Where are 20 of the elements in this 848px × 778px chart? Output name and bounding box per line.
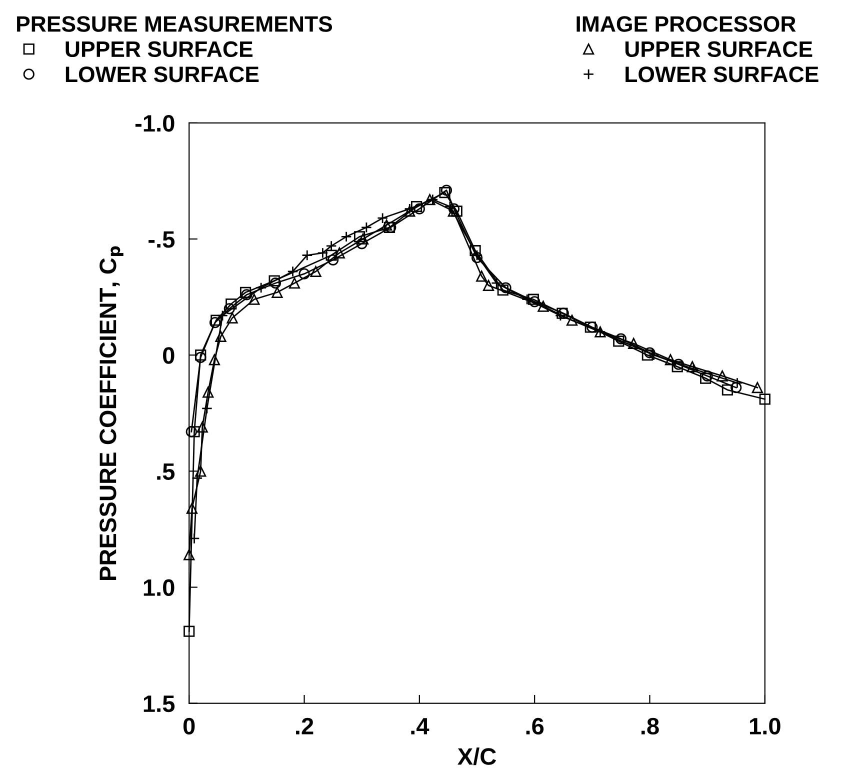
x-tick-label: 1.0 — [750, 718, 780, 735]
x-tick-label: .8 — [641, 718, 659, 735]
text: IMAGE PROCESSOR — [576, 16, 796, 32]
legend-label: LOWER SURFACE — [626, 66, 818, 82]
y-tick-label: 1.5 — [144, 696, 175, 712]
y-tick-label: .5 — [157, 463, 175, 480]
y-tick-label: -1.0 — [135, 114, 174, 132]
legend-label: LOWER SURFACE — [66, 66, 259, 82]
y-axis-title: PRESSURE COEFFICIENT, C$_{p}$ — [100, 246, 124, 580]
x-tick-label: .6 — [526, 718, 544, 735]
x-tick-label: .4 — [411, 718, 430, 734]
y-tick-label: 0 — [163, 347, 174, 364]
legend-label: UPPER SURFACE — [66, 41, 253, 58]
text: PRESSURE MEASUREMENTS — [17, 16, 332, 32]
y-tick-label: 1.0 — [144, 579, 174, 596]
x-tick-label: .2 — [296, 718, 314, 734]
x-axis-title: X/C — [458, 748, 496, 766]
legend-label: UPPER SURFACE — [625, 41, 812, 58]
x-tick-label: 0 — [183, 718, 195, 735]
y-tick-label: -.5 — [148, 231, 175, 248]
